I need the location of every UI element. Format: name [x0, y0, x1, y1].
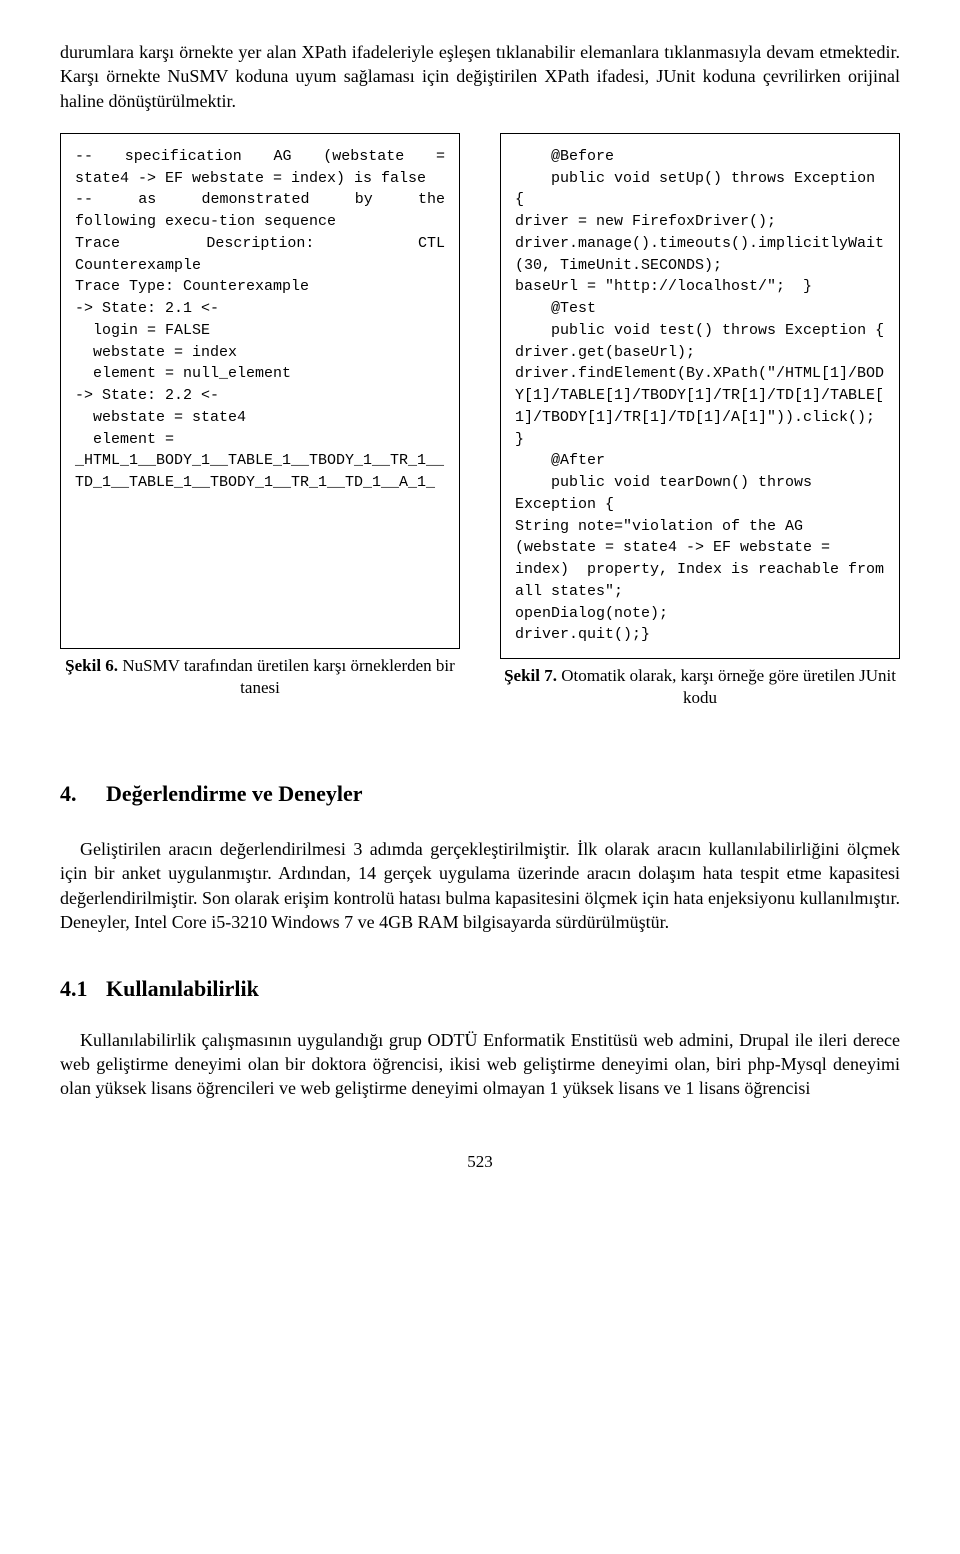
section-4-1-title: Kullanılabilirlik	[106, 976, 259, 1001]
section-4-1-paragraph: Kullanılabilirlik çalışmasının uygulandı…	[60, 1028, 900, 1101]
figure-7-caption: Şekil 7. Otomatik olarak, karşı örneğe g…	[500, 665, 900, 709]
figures-row: -- specification AG (webstate = state4 -…	[60, 133, 900, 709]
figure-7-caption-label: Şekil 7.	[504, 666, 557, 685]
page-number: 523	[60, 1151, 900, 1174]
figure-6-caption: Şekil 6. NuSMV tarafından üretilen karşı…	[60, 655, 460, 699]
figure-7-column: @Before public void setUp() throws Excep…	[500, 133, 900, 709]
section-4-1-number: 4.1	[60, 974, 106, 1004]
figure-7-code: @Before public void setUp() throws Excep…	[500, 133, 900, 659]
section-4-title: Değerlendirme ve Deneyler	[106, 781, 363, 806]
figure-6-column: -- specification AG (webstate = state4 -…	[60, 133, 460, 709]
section-4-heading: 4.Değerlendirme ve Deneyler	[60, 779, 900, 809]
figure-7-caption-text: Otomatik olarak, karşı örneğe göre üreti…	[557, 666, 896, 707]
figure-6-caption-label: Şekil 6.	[65, 656, 118, 675]
intro-paragraph: durumlara karşı örnekte yer alan XPath i…	[60, 40, 900, 113]
section-4-paragraph: Geliştirilen aracın değerlendirilmesi 3 …	[60, 837, 900, 934]
figure-6-caption-text: NuSMV tarafından üretilen karşı örnekler…	[118, 656, 455, 697]
section-4-number: 4.	[60, 779, 106, 809]
figure-6-code: -- specification AG (webstate = state4 -…	[60, 133, 460, 649]
section-4-1-heading: 4.1Kullanılabilirlik	[60, 974, 900, 1004]
